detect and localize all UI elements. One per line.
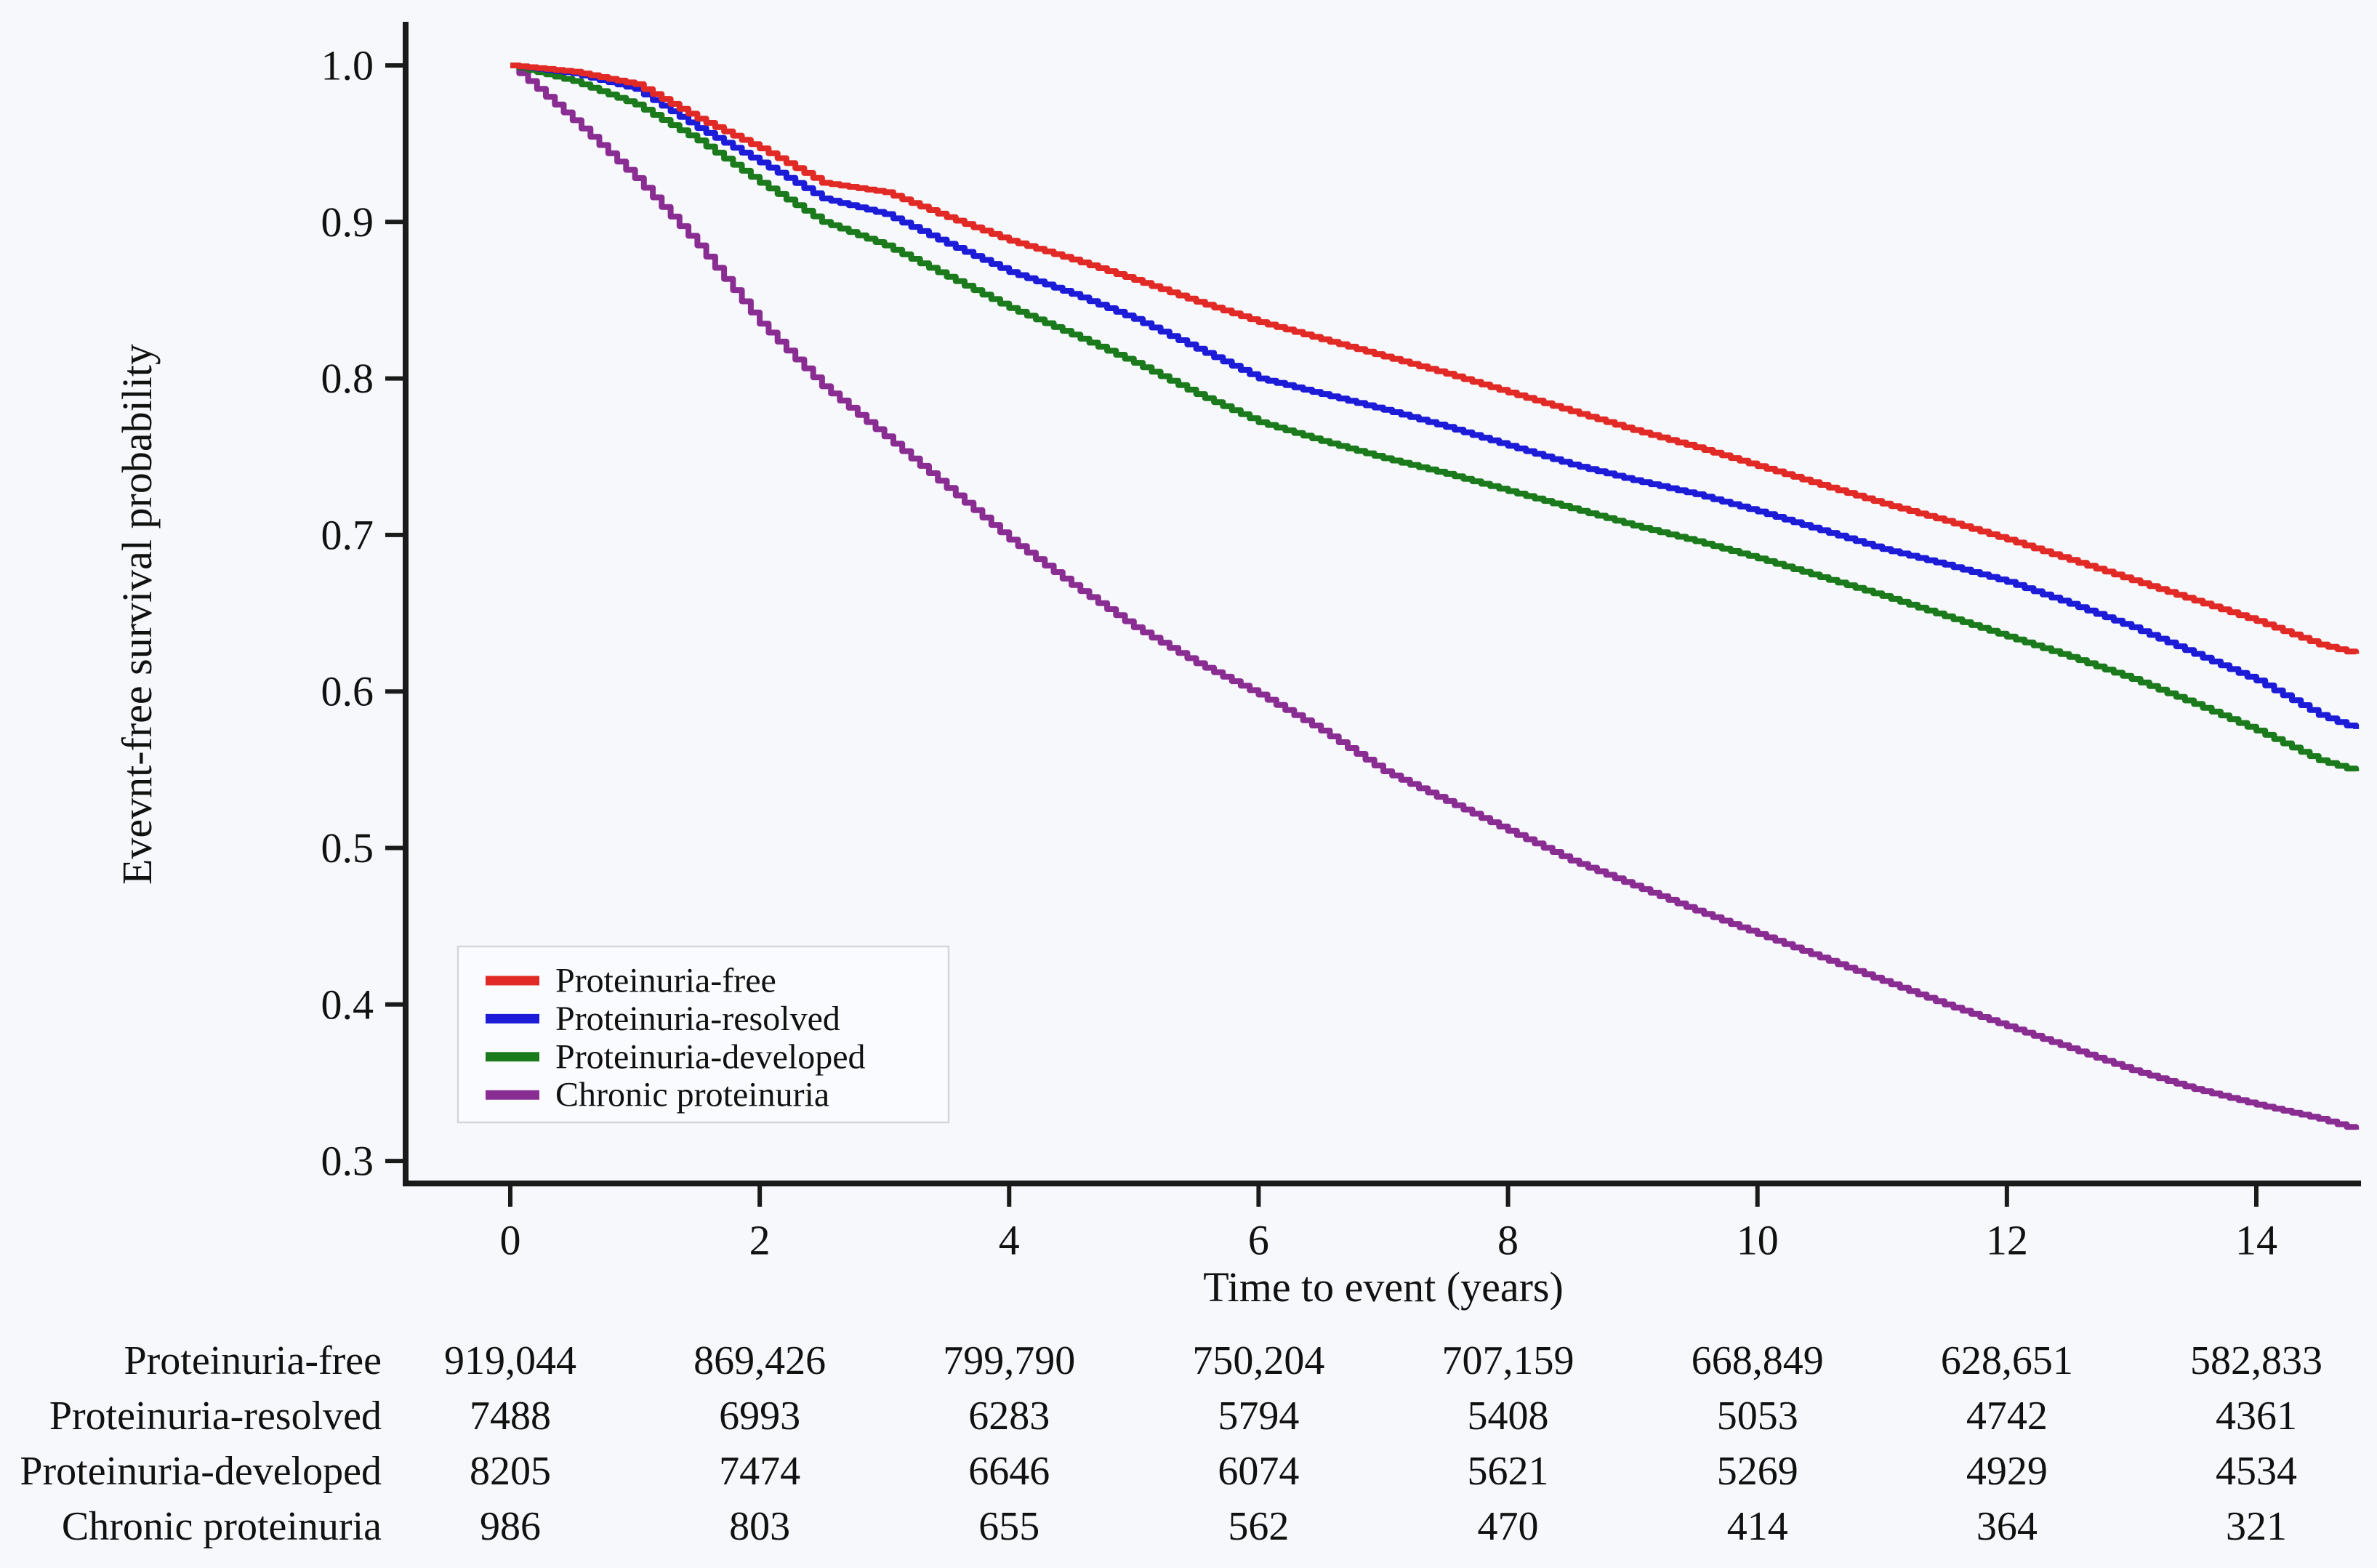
y-tick-label: 0.4: [321, 981, 374, 1028]
risk-count: 4929: [1966, 1449, 2048, 1494]
curve-proteinuria-free: [510, 63, 2360, 655]
risk-row-label: Chronic proteinuria: [62, 1504, 382, 1549]
risk-count: 5053: [1717, 1394, 1798, 1439]
risk-count: 5621: [1468, 1449, 1549, 1494]
risk-count: 668,849: [1692, 1338, 1824, 1383]
x-tick-label: 10: [1737, 1217, 1779, 1264]
curve-proteinuria-developed: [510, 63, 2360, 772]
risk-count: 986: [480, 1504, 541, 1549]
risk-count: 869,426: [693, 1338, 826, 1383]
legend-label: Proteinuria-free: [555, 962, 776, 1000]
risk-count: 5408: [1468, 1394, 1549, 1439]
chart-generated-layer: 1.0 0.9 0.8 0.7 0.6 0.5 0.4 0.3 0 2 4 6 8 10 12 14 Prote…: [20, 22, 2361, 1549]
y-tick-label: 0.6: [321, 668, 374, 715]
risk-count: 4361: [2216, 1394, 2297, 1439]
legend-label: Chronic proteinuria: [555, 1076, 829, 1114]
risk-count: 750,204: [1192, 1338, 1324, 1383]
x-axis-label: Time to event (years): [1203, 1263, 1564, 1311]
risk-count: 803: [729, 1504, 790, 1549]
risk-count: 799,790: [943, 1338, 1075, 1383]
x-tick-label: 6: [1248, 1217, 1269, 1264]
risk-count: 6646: [968, 1449, 1050, 1494]
risk-count: 919,044: [444, 1338, 576, 1383]
y-tick-label: 0.8: [321, 355, 374, 402]
risk-count: 321: [2226, 1504, 2287, 1549]
risk-count: 707,159: [1442, 1338, 1574, 1383]
risk-count: 414: [1727, 1504, 1788, 1549]
risk-count: 628,651: [1941, 1338, 2073, 1383]
x-tick-label: 4: [999, 1217, 1020, 1264]
legend-label: Proteinuria-developed: [555, 1037, 866, 1076]
y-tick-label: 0.5: [321, 824, 374, 872]
risk-count: 6283: [968, 1394, 1050, 1439]
risk-count: 7488: [470, 1394, 551, 1439]
risk-row-label: Proteinuria-developed: [20, 1449, 382, 1494]
y-axis-label: Evevnt-free survival probability: [113, 344, 161, 885]
risk-count: 6074: [1218, 1449, 1299, 1494]
y-tick-label: 0.3: [321, 1138, 374, 1185]
risk-count: 655: [978, 1504, 1039, 1549]
risk-count: 6993: [719, 1394, 800, 1439]
x-tick-label: 8: [1497, 1217, 1519, 1264]
axes-spines: [403, 22, 2361, 1186]
risk-count: 470: [1478, 1504, 1539, 1549]
risk-count: 582,833: [2190, 1338, 2322, 1383]
risk-count: 4742: [1966, 1394, 2048, 1439]
x-tick-label: 12: [1986, 1217, 2028, 1264]
risk-count: 5794: [1218, 1394, 1299, 1439]
risk-count: 7474: [719, 1449, 800, 1494]
risk-count: 5269: [1717, 1449, 1798, 1494]
y-tick-label: 1.0: [321, 42, 374, 89]
curve-proteinuria-resolved: [510, 63, 2360, 729]
risk-row-label: Proteinuria-free: [124, 1338, 382, 1383]
curve-chronic-proteinuria: [510, 63, 2360, 1130]
x-tick-label: 0: [500, 1217, 521, 1264]
risk-count: 8205: [470, 1449, 551, 1494]
risk-count: 562: [1228, 1504, 1289, 1549]
x-tick-label: 14: [2235, 1217, 2277, 1264]
risk-count: 364: [1976, 1504, 2038, 1549]
risk-row-label: Proteinuria-resolved: [49, 1394, 382, 1439]
legend-label: Proteinuria-resolved: [555, 1000, 840, 1038]
risk-count: 4534: [2216, 1449, 2297, 1494]
y-tick-label: 0.9: [321, 198, 374, 246]
x-tick-label: 2: [749, 1217, 771, 1264]
y-tick-label: 0.7: [321, 511, 374, 558]
legend-box: [457, 945, 950, 1124]
